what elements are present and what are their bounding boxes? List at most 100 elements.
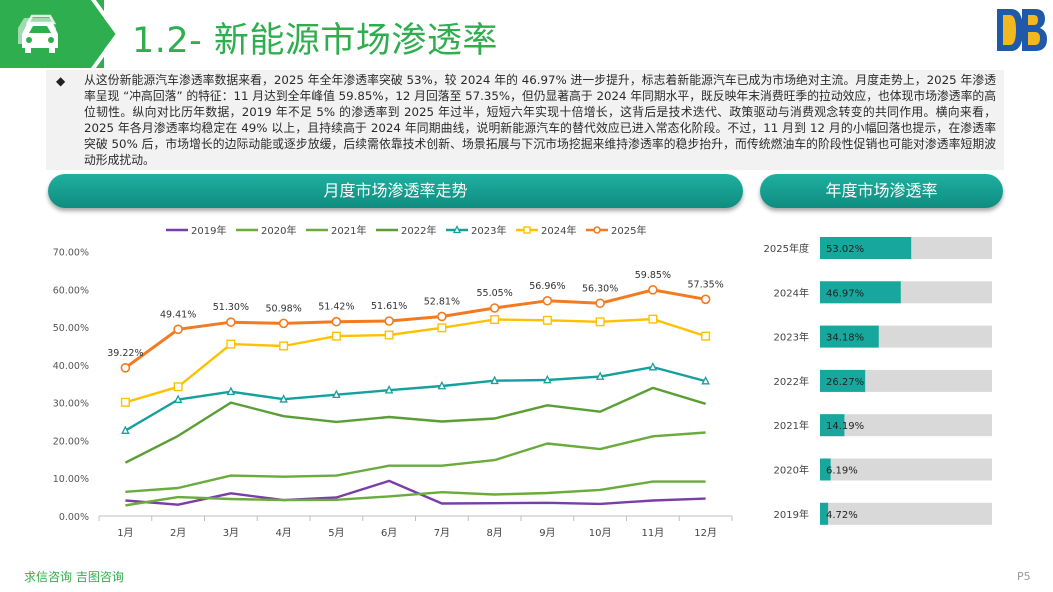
series-point xyxy=(595,371,605,380)
data-label: 52.81% xyxy=(424,296,460,307)
legend-label: 2019年 xyxy=(191,224,226,237)
series-point xyxy=(543,374,552,384)
series-2024年 xyxy=(120,314,711,407)
annual-bar-chart: 2025年度 53.02% 2024年 46.97% 2023年 34.18% 2022年 2… xyxy=(764,237,992,525)
bar-row: 2020年 6.19% xyxy=(774,458,992,481)
series-2022年 xyxy=(124,386,706,464)
bar-track xyxy=(820,502,992,525)
data-label: 51.42% xyxy=(318,302,354,313)
series-line xyxy=(124,365,706,432)
data-label: 57.35% xyxy=(688,279,724,290)
series-point xyxy=(226,317,236,327)
summary-box: ◆ 从这份新能源汽车渗透率数据来看，2025 年全年渗透率突破 53%，较 20… xyxy=(46,70,1004,170)
series-point xyxy=(226,386,236,396)
y-tick-label: 40.00% xyxy=(53,361,89,372)
series-line xyxy=(125,480,706,507)
series-point xyxy=(279,341,289,351)
series-point xyxy=(701,375,710,385)
bar-track xyxy=(820,458,992,481)
monthly-line-chart: 0.00% 10.00% 20.00% 30.00% 40.00% 50.00% 60.00… xyxy=(53,224,733,539)
x-tick-label: 5月 xyxy=(328,527,344,539)
bar-row: 2019年 4.72% xyxy=(774,502,992,525)
y-tick-label: 70.00% xyxy=(53,248,89,259)
series-2025年: 39.22% 49.41% 51.30% 50.98% 51.42% 51.61% 52.8… xyxy=(107,270,724,373)
bar-category-label: 2021年 xyxy=(774,419,809,432)
bar-value-label: 46.97% xyxy=(826,288,864,299)
page-number: P5 xyxy=(1017,570,1031,583)
y-tick-label: 50.00% xyxy=(53,323,89,334)
y-tick-label: 60.00% xyxy=(53,285,89,296)
series-2023年 xyxy=(121,361,710,434)
legend-label: 2022年 xyxy=(401,224,436,237)
bar-value xyxy=(820,369,866,392)
series-line xyxy=(125,479,706,506)
series-2021年 xyxy=(125,431,706,493)
bar-row: 2025年度 53.02% xyxy=(764,237,992,259)
data-label: 59.85% xyxy=(635,270,671,281)
series-point xyxy=(489,303,500,313)
series-2019年 xyxy=(125,479,706,506)
data-label: 56.96% xyxy=(529,281,565,292)
annual-section-header: 年度市场渗透率 xyxy=(760,174,1003,208)
x-tick-label: 12月 xyxy=(694,527,717,539)
bar-row: 2021年 14.19% xyxy=(774,414,992,437)
series-point xyxy=(384,330,394,340)
series-point xyxy=(523,226,531,234)
data-label: 49.41% xyxy=(160,309,196,320)
data-label: 51.30% xyxy=(213,302,249,313)
car-icon xyxy=(18,14,58,53)
data-label: 56.30% xyxy=(582,283,618,294)
bar-value xyxy=(820,237,912,259)
bar-value-label: 6.19% xyxy=(826,466,858,477)
bar-row: 2024年 46.97% xyxy=(774,281,992,304)
bar-category-label: 2023年 xyxy=(774,331,809,344)
series-point xyxy=(542,315,552,325)
series-point xyxy=(490,375,499,385)
bar-value-label: 53.02% xyxy=(826,244,864,255)
bar-row: 2023年 34.18% xyxy=(774,325,992,348)
bar-value xyxy=(820,281,901,304)
x-tick-label: 8月 xyxy=(486,527,502,539)
bar-category-label: 2020年 xyxy=(774,464,809,477)
bar-value-label: 14.19% xyxy=(826,421,864,432)
bar-track xyxy=(820,414,992,437)
y-tick-label: 10.00% xyxy=(53,474,89,485)
series-point xyxy=(452,225,462,234)
series-point xyxy=(278,318,289,329)
bar-row: 2022年 26.27% xyxy=(774,369,992,392)
series-point xyxy=(173,394,183,403)
summary-text: 从这份新能源汽车渗透率数据来看，2025 年全年渗透率突破 53%，较 2024… xyxy=(84,73,996,167)
series-point xyxy=(437,311,447,322)
series-point xyxy=(437,323,447,333)
bar-category-label: 2025年度 xyxy=(764,242,809,255)
bar-value xyxy=(820,458,831,481)
bar-category-label: 2024年 xyxy=(774,286,809,299)
data-label: 50.98% xyxy=(266,303,302,314)
footer-source: 求信咨询 吉图咨询 xyxy=(24,570,124,584)
series-point xyxy=(173,324,183,335)
x-tick-label: 1月 xyxy=(117,527,133,539)
series-point xyxy=(332,389,341,399)
bar-value-label: 34.18% xyxy=(826,333,864,344)
x-tick-label: 6月 xyxy=(381,527,397,539)
page-title: 1.2- 新能源市场渗透率 xyxy=(132,21,498,61)
y-tick-label: 20.00% xyxy=(53,436,89,447)
series-line xyxy=(125,431,706,493)
x-tick-label: 4月 xyxy=(275,527,291,539)
series-point xyxy=(173,382,183,392)
series-line xyxy=(124,288,706,370)
series-point xyxy=(648,285,658,295)
legend-label: 2020年 xyxy=(261,224,296,237)
series-point xyxy=(384,385,394,394)
series-point xyxy=(331,331,341,341)
bar-category-label: 2019年 xyxy=(774,508,809,521)
series-line xyxy=(125,317,706,404)
series-point xyxy=(437,380,447,390)
series-point xyxy=(120,397,130,407)
series-point xyxy=(120,363,131,373)
legend-label: 2025年 xyxy=(611,224,646,237)
data-label: 51.61% xyxy=(371,301,407,312)
bar-value-label: 4.72% xyxy=(826,510,858,521)
x-tick-label: 2月 xyxy=(170,527,186,539)
x-tick-label: 10月 xyxy=(589,527,612,539)
